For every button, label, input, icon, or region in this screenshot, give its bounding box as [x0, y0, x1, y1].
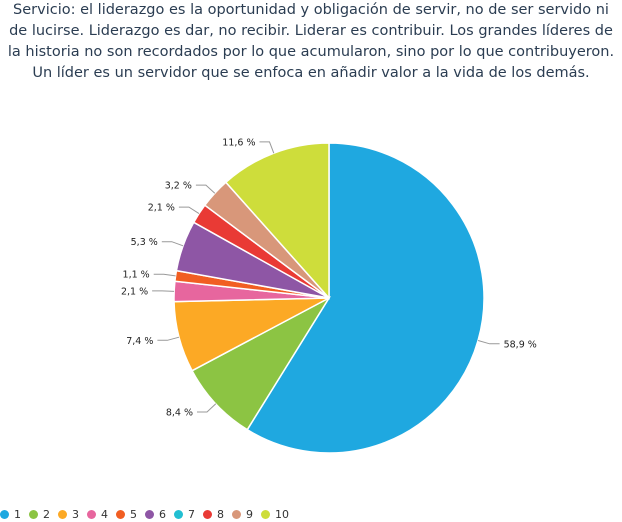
data-label-3: 7,4 %: [126, 336, 153, 347]
pie-slice-10[interactable]: [224, 142, 330, 300]
data-label-10: 11,6 %: [222, 137, 255, 148]
legend-item-9[interactable]: 9: [232, 508, 253, 521]
legend-item-7[interactable]: 7: [174, 508, 195, 521]
legend-label-2: 2: [43, 507, 50, 521]
legend-marker-10: [261, 509, 270, 519]
legend-marker-1: [0, 509, 9, 519]
leader-line-3: [157, 336, 180, 341]
data-label-2: 8,4 %: [166, 408, 193, 419]
leader-line-10: [259, 141, 275, 154]
legend-item-10[interactable]: 10: [261, 508, 289, 521]
data-label-8: 2,1 %: [148, 203, 175, 214]
leader-line-1: [477, 340, 500, 345]
leader-line-2: [197, 403, 217, 413]
legend-marker-2: [29, 509, 38, 519]
legend-label-7: 7: [188, 507, 195, 521]
leader-line-9: [195, 184, 216, 194]
legend-label-8: 8: [217, 507, 224, 521]
chart-legend: 1 2 3 4 5 6 7 8 9 10: [0, 506, 297, 522]
legend-item-6[interactable]: 6: [145, 508, 166, 521]
data-label-1: 58,9 %: [504, 339, 537, 350]
legend-label-10: 10: [275, 507, 289, 521]
legend-item-2[interactable]: 2: [29, 508, 50, 521]
legend-marker-7: [174, 509, 183, 519]
legend-label-9: 9: [246, 507, 253, 521]
leader-line-5: [153, 273, 176, 277]
legend-marker-5: [116, 509, 125, 519]
legend-marker-4: [87, 509, 96, 519]
legend-marker-8: [203, 509, 212, 519]
legend-label-3: 3: [72, 507, 79, 521]
legend-item-1[interactable]: 1: [0, 508, 21, 521]
data-label-9: 3,2 %: [165, 181, 192, 192]
legend-item-4[interactable]: 4: [87, 508, 108, 521]
leader-line-8: [178, 206, 200, 215]
chart-title: Servicio: el liderazgo es la oportunidad…: [7, 2, 615, 81]
legend-marker-3: [58, 509, 67, 519]
legend-item-3[interactable]: 3: [58, 508, 79, 521]
data-label-4: 2,1 %: [121, 286, 148, 297]
legend-marker-6: [145, 509, 154, 519]
legend-label-5: 5: [130, 507, 137, 521]
pie-chart: 58,9 % 8,4 % 7,4 % 2,1 % 1,1 % 5,3 % 2,1 % 3,2 …: [121, 137, 537, 454]
data-labels: 58,9 % 8,4 % 7,4 % 2,1 % 1,1 % 5,3 % 2,1 % 3,2 …: [121, 137, 537, 418]
data-label-6: 5,3 %: [131, 237, 158, 248]
legend-label-6: 6: [159, 507, 166, 521]
data-label-5: 1,1 %: [123, 270, 150, 281]
legend-item-8[interactable]: 8: [203, 508, 224, 521]
label-leader-lines: [152, 141, 500, 413]
leader-line-4: [152, 290, 175, 292]
legend-item-5[interactable]: 5: [116, 508, 137, 521]
legend-label-4: 4: [101, 507, 108, 521]
legend-marker-9: [232, 509, 241, 519]
leader-line-6: [161, 241, 184, 247]
pie-slice-1[interactable]: [246, 142, 485, 454]
legend-label-1: 1: [14, 507, 21, 521]
pie-slices: [173, 142, 485, 454]
